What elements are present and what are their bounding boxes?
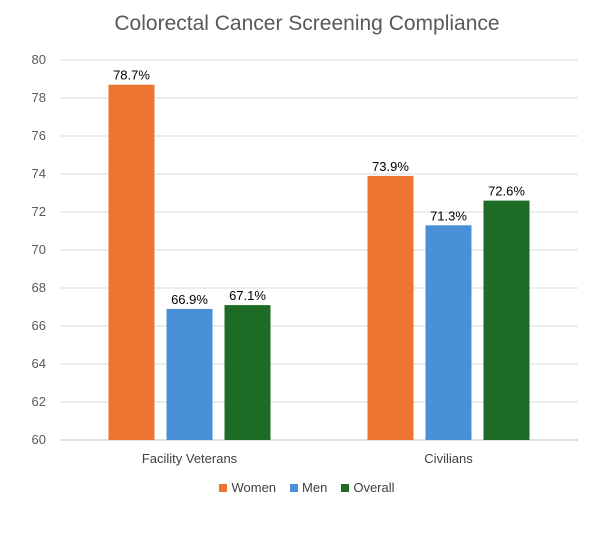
y-tick-label: 66 (32, 318, 46, 333)
legend-item-men: Men (290, 480, 327, 495)
legend-swatch (341, 483, 350, 492)
y-tick-label: 74 (32, 166, 46, 181)
legend-label: Women (231, 480, 277, 495)
data-label: 71.3% (430, 208, 467, 223)
y-tick-label: 76 (32, 128, 46, 143)
bar-overall-facility-veterans (224, 305, 271, 440)
y-tick-label: 68 (32, 280, 46, 295)
y-tick-label: 60 (32, 432, 46, 447)
y-tick-label: 64 (32, 356, 46, 371)
y-tick-label: 80 (32, 52, 46, 67)
data-label: 72.6% (488, 184, 525, 199)
bars (108, 84, 530, 440)
bar-men-civilians (425, 225, 472, 440)
y-tick-label: 72 (32, 204, 46, 219)
data-labels: 78.7% 66.9% 67.1% 73.9% 71.3% 72.6% (113, 68, 525, 307)
legend-item-women: Women (219, 480, 276, 495)
y-tick-label: 78 (32, 90, 46, 105)
y-tick-label: 62 (32, 394, 46, 409)
data-label: 78.7% (113, 68, 150, 83)
x-axis: Facility Veterans Civilians (142, 451, 473, 466)
y-axis: 60 62 64 66 68 70 72 74 76 78 80 (32, 52, 46, 447)
bar-men-facility-veterans (166, 308, 213, 440)
y-tick-label: 70 (32, 242, 46, 257)
chart-title: Colorectal Cancer Screening Compliance (114, 12, 500, 35)
data-label: 66.9% (171, 292, 208, 307)
data-label: 73.9% (372, 159, 409, 174)
legend-label: Men (302, 480, 328, 495)
legend: Women Men Overall (0, 480, 614, 495)
data-label: 67.1% (229, 288, 266, 303)
x-category-label: Civilians (424, 451, 473, 466)
legend-label: Overall (353, 480, 395, 495)
legend-swatch (290, 483, 299, 492)
bar-women-facility-veterans (108, 84, 155, 440)
bar-women-civilians (367, 175, 414, 440)
legend-item-overall: Overall (341, 480, 395, 495)
bar-overall-civilians (483, 200, 530, 440)
legend-swatch (219, 483, 228, 492)
x-category-label: Facility Veterans (142, 451, 238, 466)
